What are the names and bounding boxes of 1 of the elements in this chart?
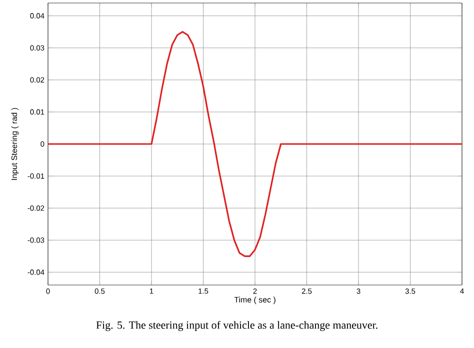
caption: Fig. 5. The steering input of vehicle as a lane-change maneuver.	[96, 320, 378, 332]
